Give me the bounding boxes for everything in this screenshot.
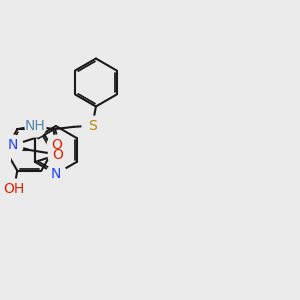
Text: N: N [7, 138, 17, 152]
Text: OH: OH [3, 182, 25, 196]
Text: S: S [88, 118, 97, 133]
Text: O: O [52, 148, 63, 162]
Text: O: O [51, 138, 62, 152]
Text: N: N [51, 167, 61, 181]
Text: NH: NH [25, 118, 46, 133]
